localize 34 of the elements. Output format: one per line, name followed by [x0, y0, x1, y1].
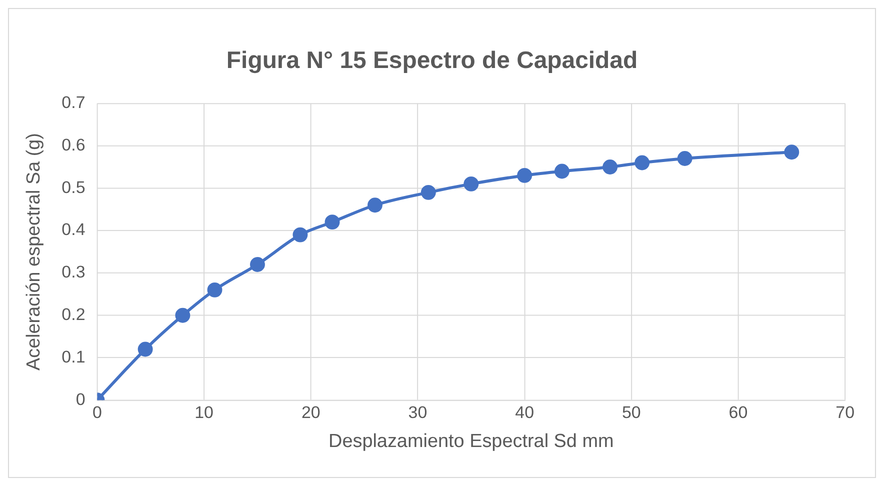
x-tick-label: 40: [515, 402, 534, 422]
x-tick-label: 20: [301, 402, 320, 422]
x-axis-title: Desplazamiento Espectral Sd mm: [328, 430, 614, 452]
point: [324, 214, 340, 230]
x-tick-label: 70: [836, 402, 854, 422]
point: [250, 257, 265, 272]
y-tick-label: 0.2: [62, 305, 86, 324]
x-tick-label: 30: [408, 402, 428, 422]
y-tick-label: 0: [76, 390, 86, 409]
point: [554, 164, 570, 179]
y-tick-label: 0.4: [62, 220, 86, 240]
point: [784, 144, 800, 160]
y-tick-label: 0.5: [62, 178, 86, 197]
x-tick-label: 50: [622, 402, 641, 422]
chart-title: Figura N° 15 Espectro de Capacidad: [226, 46, 638, 74]
y-axis-title: Aceleración espectral Sa (g): [24, 133, 45, 370]
x-tick-label: 60: [728, 402, 748, 422]
y-tick-label: 0.1: [62, 347, 86, 366]
point: [292, 227, 308, 242]
y-tick-label: 0.6: [62, 135, 86, 154]
point: [175, 308, 190, 323]
x-tick-label: 10: [194, 402, 214, 422]
point: [517, 168, 532, 183]
point: [464, 176, 479, 192]
point: [138, 342, 153, 357]
point: [368, 198, 382, 213]
point: [207, 282, 222, 298]
y-tick-label: 0.3: [62, 262, 86, 282]
point: [634, 155, 650, 170]
point: [602, 160, 618, 174]
point: [677, 151, 692, 166]
y-tick-label: 0.7: [62, 93, 86, 112]
point: [420, 184, 436, 200]
x-tick-label: 0: [92, 402, 102, 422]
